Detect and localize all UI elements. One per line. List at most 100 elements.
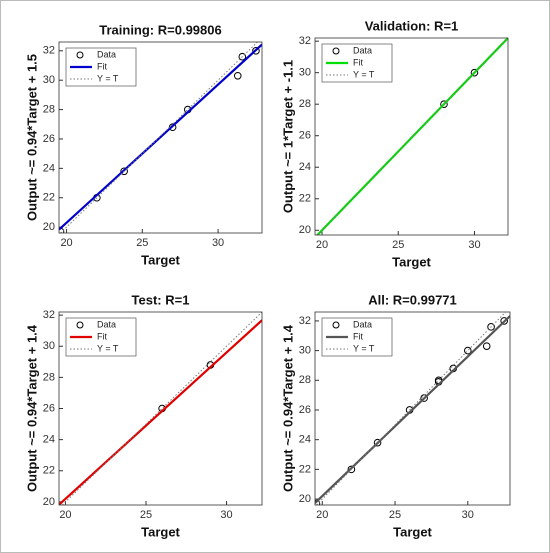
x-tick-label: 20 <box>60 237 72 249</box>
data-point <box>470 68 479 77</box>
panel-title: Test: R=1 <box>132 292 190 307</box>
legend: Data Fit Y = T <box>321 317 393 357</box>
x-tick-label: 20 <box>59 509 71 521</box>
y-tick-label: 30 <box>43 74 55 86</box>
x-axis-label: Target <box>392 254 431 269</box>
y-tick-label: 28 <box>299 374 311 386</box>
y-tick-label: 32 <box>299 315 311 327</box>
y-tick-label: 30 <box>299 345 311 357</box>
x-tick-label: 25 <box>140 509 152 521</box>
panel: Test: R=1 Target Output ~= 0.94*Target + 1… <box>24 292 263 539</box>
panel-title: Training: R=0.99806 <box>99 22 221 37</box>
y-tick-label: 20 <box>43 221 55 233</box>
legend-label: Y = T <box>97 343 119 353</box>
data-point <box>233 71 242 80</box>
axes-box <box>314 311 511 506</box>
y-axis-label: Output ~= 0.94*Target + 1.5 <box>24 54 39 221</box>
y-tick-label: 32 <box>43 309 55 321</box>
axes-box <box>58 311 263 506</box>
x-axis-label: Target <box>141 252 180 267</box>
data-point <box>463 346 472 355</box>
legend-label: Data <box>97 49 116 59</box>
identity-line <box>61 312 262 505</box>
y-tick-label: 26 <box>43 133 55 145</box>
y-tick-label: 30 <box>43 340 55 352</box>
legend-label: Y = T <box>353 343 375 353</box>
y-tick-label: 32 <box>299 35 311 47</box>
legend-label: Fit <box>353 331 363 341</box>
x-tick-label: 30 <box>468 239 480 251</box>
y-axis-label: Output ~= 0.94*Target + 1.4 <box>280 324 295 492</box>
legend: Data Fit Y = T <box>321 43 393 83</box>
data-point <box>373 438 382 447</box>
data-point <box>347 465 356 474</box>
legend-label: Fit <box>353 57 363 67</box>
y-axis-label: Output ~= 0.94*Target + 1.4 <box>24 324 39 492</box>
x-tick-label: 20 <box>316 509 328 521</box>
plot-marks <box>59 312 262 505</box>
y-tick-label: 28 <box>43 103 55 115</box>
data-point <box>487 323 495 331</box>
legend-label: Fit <box>97 61 107 71</box>
x-tick-label: 25 <box>392 239 404 251</box>
data-point <box>500 317 508 325</box>
legend: Data Fit Y = T <box>65 47 137 87</box>
y-tick-label: 32 <box>43 45 55 57</box>
y-tick-label: 22 <box>299 193 311 205</box>
legend-marker <box>76 51 84 59</box>
legend-label: Data <box>353 319 372 329</box>
panel-title: All: R=0.99771 <box>368 292 457 307</box>
y-axis-label: Output ~= 1*Target + -1.1 <box>280 60 295 213</box>
x-tick-label: 20 <box>316 239 328 251</box>
y-tick-label: 22 <box>299 463 311 475</box>
data-point <box>482 342 491 350</box>
y-tick-label: 26 <box>299 130 311 142</box>
y-tick-label: 24 <box>299 434 311 446</box>
legend-marker <box>332 47 340 55</box>
fit-line <box>59 319 262 505</box>
y-tick-label: 20 <box>299 224 311 236</box>
data-point <box>238 52 247 61</box>
legend-marker <box>76 321 84 329</box>
legend-label: Y = T <box>97 73 119 83</box>
y-tick-label: 24 <box>299 161 311 173</box>
fit-line <box>315 315 510 504</box>
panel: Validation: R=1 Target Output ~= 1*Target … <box>280 18 509 269</box>
x-tick-label: 25 <box>389 509 401 521</box>
legend: Data Fit Y = T <box>65 317 137 357</box>
panel-title: Validation: R=1 <box>365 18 459 33</box>
x-tick-label: 30 <box>462 509 474 521</box>
data-point <box>120 167 128 176</box>
y-tick-label: 30 <box>299 67 311 79</box>
legend-label: Fit <box>97 331 107 341</box>
identity-line <box>317 38 508 235</box>
x-tick-label: 30 <box>212 237 224 249</box>
y-tick-label: 28 <box>43 371 55 383</box>
plot-marks <box>315 38 508 235</box>
legend-label: Data <box>97 319 116 329</box>
y-tick-label: 20 <box>43 496 55 508</box>
panel: Training: R=0.99806 Target Output ~= 0.94*… <box>24 22 263 267</box>
y-tick-label: 24 <box>43 162 55 174</box>
x-tick-label: 30 <box>220 509 232 521</box>
legend-label: Y = T <box>353 69 375 79</box>
legend-label: Data <box>353 45 372 55</box>
x-axis-label: Target <box>393 524 432 539</box>
axes-box <box>314 37 509 236</box>
y-tick-label: 22 <box>43 465 55 477</box>
y-tick-label: 24 <box>43 434 55 446</box>
axes-box <box>58 41 263 234</box>
panel: All: R=0.99771 Target Output ~= 0.94*Targe… <box>280 292 511 539</box>
identity-line <box>60 42 258 233</box>
legend-marker <box>332 321 340 329</box>
x-tick-label: 25 <box>136 237 148 249</box>
plot-marks <box>59 42 262 233</box>
y-tick-label: 26 <box>299 404 311 416</box>
y-tick-label: 22 <box>43 192 55 204</box>
fit-line <box>59 43 262 231</box>
y-tick-label: 20 <box>299 493 311 505</box>
data-point <box>440 100 448 108</box>
identity-line <box>316 312 506 505</box>
data-point <box>252 47 260 55</box>
